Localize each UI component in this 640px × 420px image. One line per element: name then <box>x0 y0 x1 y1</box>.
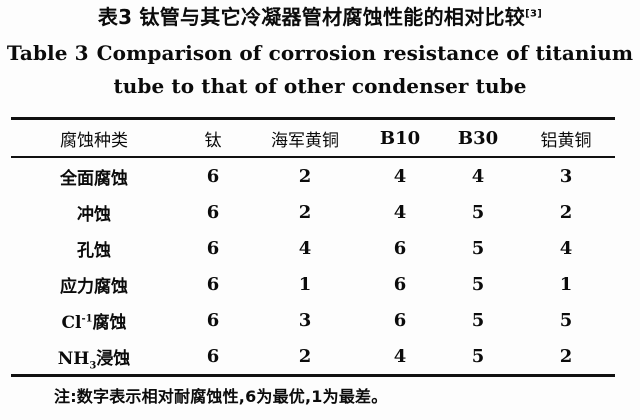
row-label-pitting: 孔蚀 <box>77 240 111 261</box>
ammonia-formula-base: NH <box>57 348 90 369</box>
cell-aluminium-brass: 3 <box>559 165 573 187</box>
ammonia-count-subscript: 3 <box>89 359 97 371</box>
title-english-number: Table 3 <box>6 41 89 65</box>
table-row: 应力腐蚀 6 1 6 5 1 <box>11 266 615 302</box>
row-label-erosion: 冲蚀 <box>77 204 111 225</box>
table-head: 腐蚀种类 钛 海军黄铜 B10 B30 铝黄铜 <box>11 117 615 159</box>
chloride-label-tail: 腐蚀 <box>92 312 127 333</box>
cell-b10: 6 <box>393 237 407 259</box>
column-header-b30: B30 <box>457 127 499 149</box>
cell-b30: 5 <box>471 273 485 295</box>
corrosion-comparison-table: 腐蚀种类 钛 海军黄铜 B10 B30 铝黄铜 全面腐蚀 6 2 4 4 <box>11 117 615 378</box>
table-body: 全面腐蚀 6 2 4 4 3 冲蚀 6 2 4 5 2 孔蚀 6 <box>11 158 615 378</box>
cell-titanium: 6 <box>206 201 220 223</box>
cell-b30: 5 <box>471 345 485 367</box>
row-label-stress-corrosion: 应力腐蚀 <box>60 276 128 297</box>
title-chinese-text: 钛管与其它冷凝器管材腐蚀性能的相对比较 <box>139 5 526 29</box>
table-footnote: 注:数字表示相对耐腐蚀性,6为最优,1为最差。 <box>54 387 388 406</box>
title-chinese-number: 表3 <box>97 5 133 29</box>
cell-naval-brass: 4 <box>298 237 312 259</box>
column-header-titanium: 钛 <box>204 130 222 151</box>
title-english-text-line2: tube to that of other condenser tube <box>113 74 527 98</box>
cell-titanium: 6 <box>206 165 220 187</box>
corrosion-table-wrapper: 腐蚀种类 钛 海军黄铜 B10 B30 铝黄铜 全面腐蚀 6 2 4 4 <box>11 117 615 378</box>
chloride-charge-superscript: -1 <box>81 312 93 324</box>
cell-titanium: 6 <box>206 273 220 295</box>
table-header-row: 腐蚀种类 钛 海军黄铜 B10 B30 铝黄铜 <box>11 120 615 157</box>
row-label-ammonia-attack: NH3浸蚀 <box>11 338 177 376</box>
cell-aluminium-brass: 2 <box>559 201 573 223</box>
cell-naval-brass: 1 <box>298 273 312 295</box>
row-label-chloride-corrosion: Cl-1腐蚀 <box>11 302 177 338</box>
cell-aluminium-brass: 1 <box>559 273 573 295</box>
title-reference-superscript: [3] <box>525 8 543 20</box>
table-row: 孔蚀 6 4 6 5 4 <box>11 230 615 266</box>
cell-aluminium-brass: 5 <box>559 309 573 331</box>
cell-b10: 4 <box>393 345 407 367</box>
table-row: 冲蚀 6 2 4 5 2 <box>11 194 615 230</box>
row-label-general-corrosion: 全面腐蚀 <box>60 168 128 189</box>
table-row: 全面腐蚀 6 2 4 4 3 <box>11 158 615 194</box>
ammonia-label-tail: 浸蚀 <box>96 348 131 369</box>
cell-b10: 6 <box>393 309 407 331</box>
column-header-naval-brass: 海军黄铜 <box>271 130 339 151</box>
chloride-formula-base: Cl <box>61 312 82 333</box>
column-header-corrosion-type: 腐蚀种类 <box>60 130 128 151</box>
table-row: Cl-1腐蚀 6 3 6 5 5 <box>11 302 615 338</box>
cell-titanium: 6 <box>206 345 220 367</box>
cell-b30: 5 <box>471 309 485 331</box>
title-english-text-line1: Comparison of corrosion resistance of ti… <box>96 41 634 65</box>
cell-b10: 4 <box>393 165 407 187</box>
cell-naval-brass: 3 <box>298 309 312 331</box>
rule-bottom <box>11 374 615 378</box>
title-english-line2: tube to that of other condenser tube <box>0 71 640 102</box>
cell-naval-brass: 2 <box>298 201 312 223</box>
cell-aluminium-brass: 2 <box>559 345 573 367</box>
figure-title-block: 表3 钛管与其它冷凝器管材腐蚀性能的相对比较[3] Table 3 Comparis… <box>0 2 640 102</box>
cell-b10: 6 <box>393 273 407 295</box>
cell-naval-brass: 2 <box>298 345 312 367</box>
rule-top <box>11 117 615 121</box>
column-header-aluminium-brass: 铝黄铜 <box>540 130 592 151</box>
cell-b30: 5 <box>471 201 485 223</box>
table-row: NH3浸蚀 6 2 4 5 2 <box>11 338 615 376</box>
cell-b30: 5 <box>471 237 485 259</box>
cell-titanium: 6 <box>206 309 220 331</box>
cell-naval-brass: 2 <box>298 165 312 187</box>
title-chinese: 表3 钛管与其它冷凝器管材腐蚀性能的相对比较[3] <box>0 2 640 32</box>
cell-aluminium-brass: 4 <box>559 237 573 259</box>
column-header-b10: B10 <box>379 127 421 149</box>
cell-b30: 4 <box>471 165 485 187</box>
cell-b10: 4 <box>393 201 407 223</box>
title-english-line1: Table 3 Comparison of corrosion resistanc… <box>0 38 640 69</box>
cell-titanium: 6 <box>206 237 220 259</box>
